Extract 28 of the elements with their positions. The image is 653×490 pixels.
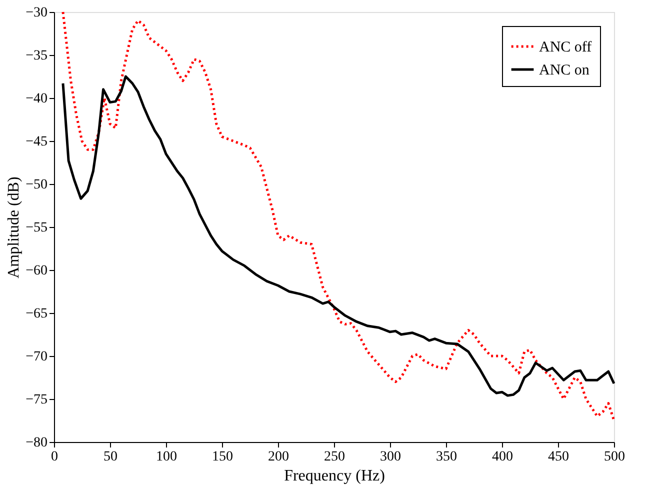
y-tick-label: −40: [26, 92, 48, 106]
x-tick-label: 0: [51, 450, 58, 464]
y-tick-label: −45: [26, 134, 48, 150]
y-tick-label: −75: [26, 392, 48, 408]
x-tick-label: 100: [156, 450, 177, 464]
x-tick-label: 50: [104, 450, 118, 464]
x-tick-label: 350: [436, 450, 457, 464]
x-tick-label: 150: [212, 450, 233, 464]
line-series: [62, 75, 616, 397]
y-tick-label: −55: [26, 220, 48, 236]
y-tick-label: −65: [26, 306, 48, 322]
y-tick-label: −70: [26, 350, 48, 364]
x-tick-label: 500: [604, 450, 625, 464]
y-tick-label: −50: [26, 178, 48, 192]
x-axis-title: Frequency (Hz): [284, 468, 385, 484]
x-tick-label: 250: [324, 450, 345, 464]
legend-label: ANC off: [539, 40, 592, 56]
y-tick-label: −60: [26, 264, 48, 278]
y-tick-label: −80: [26, 436, 48, 450]
legend-label: ANC on: [539, 62, 590, 78]
line-series: [62, 10, 616, 422]
x-tick-label: 300: [380, 450, 401, 464]
x-tick-label: 200: [268, 450, 289, 464]
x-tick-label: 400: [492, 450, 513, 464]
x-tick-label: 450: [548, 450, 569, 464]
y-tick-label: −30: [26, 6, 48, 20]
y-tick-label: −35: [26, 48, 48, 64]
y-axis-title: Amplitude (dB): [6, 176, 23, 278]
